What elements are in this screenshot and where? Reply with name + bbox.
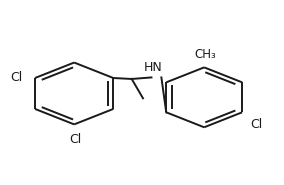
Text: HN: HN [143,61,162,74]
Text: Cl: Cl [10,70,22,84]
Text: Cl: Cl [250,118,263,131]
Text: Cl: Cl [70,133,82,146]
Text: CH₃: CH₃ [195,48,216,61]
